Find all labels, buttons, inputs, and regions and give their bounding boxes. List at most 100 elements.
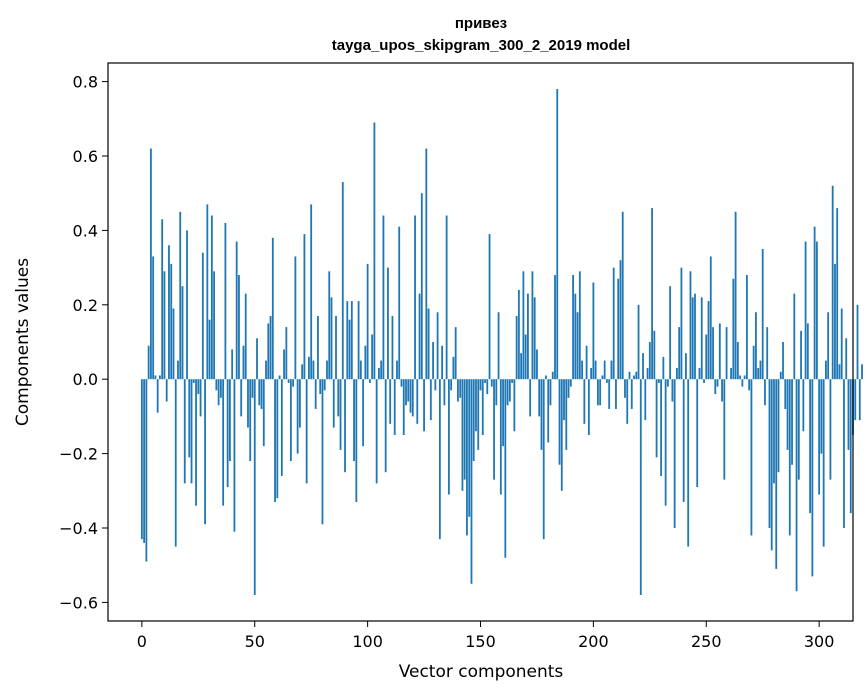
bar-component-205	[603, 360, 606, 380]
bar-component-40	[231, 349, 234, 380]
bar-component-27	[201, 252, 204, 380]
y-tick-label: 0.6	[73, 147, 98, 166]
bar-component-299	[815, 241, 818, 380]
bar-component-316	[854, 379, 857, 421]
bar-component-183	[554, 275, 556, 380]
bar-component-42	[235, 241, 238, 380]
x-tick-label: 100	[352, 632, 383, 651]
y-tick-label: 0.0	[73, 370, 98, 389]
y-tick-label: 0.4	[73, 221, 98, 240]
bar-component-147	[472, 379, 475, 462]
bar-component-256	[718, 323, 721, 380]
bar-component-111	[391, 315, 394, 380]
bar-component-271	[752, 345, 755, 380]
bar-component-195	[581, 360, 583, 380]
bar-component-215	[626, 379, 629, 424]
bar-component-67	[292, 379, 295, 387]
bar-component-107	[382, 215, 385, 380]
bar-component-281	[775, 379, 778, 569]
bar-component-0	[140, 379, 143, 540]
bar-component-78	[317, 315, 319, 380]
bar-component-310	[840, 308, 843, 380]
bar-component-300	[818, 379, 821, 495]
bar-component-257	[721, 379, 723, 402]
bar-component-65	[287, 379, 290, 383]
bar-component-212	[619, 260, 622, 380]
bar-component-253	[712, 327, 714, 380]
bar-component-314	[849, 379, 852, 514]
bar-component-290	[795, 379, 798, 592]
bar-component-113	[396, 360, 398, 380]
bar-component-5	[152, 256, 155, 380]
bar-component-246	[696, 379, 699, 488]
bar-component-308	[836, 208, 839, 380]
bar-component-160	[502, 379, 504, 447]
bar-component-153	[486, 379, 489, 395]
bar-component-11	[165, 379, 168, 402]
bar-component-172	[529, 379, 532, 417]
bar-component-91	[346, 301, 349, 380]
y-axis-label: Components values	[13, 258, 33, 426]
bar-component-85	[332, 379, 335, 428]
bar-component-110	[389, 379, 392, 424]
bar-component-167	[517, 289, 520, 380]
bar-component-127	[427, 308, 430, 380]
bar-component-165	[513, 379, 516, 432]
bar-component-24	[195, 379, 197, 506]
bar-component-4	[149, 148, 152, 380]
bar-component-149	[477, 379, 480, 450]
bar-component-9	[161, 219, 164, 380]
bar-component-238	[678, 327, 681, 380]
bar-component-15	[174, 379, 177, 547]
bar-component-274	[759, 360, 762, 380]
bar-component-116	[402, 379, 405, 435]
bar-component-112	[393, 379, 396, 435]
bar-component-245	[694, 293, 696, 380]
bar-component-309	[838, 364, 841, 380]
bar-component-275	[761, 249, 764, 380]
bar-component-151	[481, 379, 484, 435]
x-tick-label: 50	[245, 632, 265, 651]
bar-component-251	[707, 301, 710, 380]
bar-component-255	[716, 379, 719, 387]
bar-component-226	[651, 208, 653, 380]
bar-component-307	[834, 263, 836, 380]
bar-component-16	[177, 360, 179, 380]
x-axis-label: Vector components	[399, 662, 564, 682]
bar-component-304	[827, 312, 830, 380]
bar-component-72	[303, 234, 306, 380]
bar-component-231	[662, 356, 665, 380]
bar-component-38	[226, 379, 229, 488]
bar-component-262	[732, 278, 735, 380]
bar-component-158	[497, 312, 500, 380]
bar-component-33	[215, 379, 218, 391]
bar-component-100	[366, 263, 369, 380]
bar-component-114	[398, 226, 401, 380]
bar-component-138	[452, 356, 455, 380]
bar-component-69	[296, 379, 299, 454]
bar-component-282	[777, 379, 780, 473]
bar-component-21	[188, 379, 191, 458]
bar-component-39	[229, 379, 231, 462]
bar-component-254	[714, 379, 717, 395]
bar-component-35	[219, 379, 222, 398]
bar-component-31	[210, 215, 213, 380]
bar-component-221	[639, 379, 642, 595]
bar-component-47	[247, 379, 249, 428]
bar-component-154	[488, 234, 491, 380]
bar-component-125	[423, 379, 425, 432]
bar-component-135	[445, 215, 448, 380]
bar-component-196	[583, 379, 586, 424]
bar-component-234	[669, 286, 672, 380]
bar-component-201	[594, 360, 597, 380]
bar-component-22	[190, 379, 193, 484]
bar-component-270	[750, 379, 753, 536]
bar-component-164	[511, 379, 514, 383]
bar-component-51	[256, 338, 258, 380]
bar-component-99	[364, 345, 367, 380]
bar-component-43	[238, 275, 240, 380]
bar-component-161	[504, 379, 507, 558]
bar-component-181	[549, 379, 552, 406]
bar-component-295	[806, 323, 809, 380]
bar-component-152	[484, 379, 486, 383]
